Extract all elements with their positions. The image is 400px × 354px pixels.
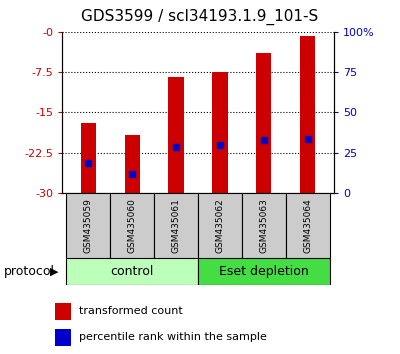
- Bar: [55, 329, 71, 346]
- Bar: [242, 193, 286, 258]
- Bar: [256, 53, 272, 193]
- Text: Eset depletion: Eset depletion: [219, 265, 309, 278]
- Bar: [212, 72, 228, 193]
- Text: GSM435064: GSM435064: [303, 198, 312, 253]
- Text: GSM435061: GSM435061: [172, 198, 180, 253]
- Bar: [66, 258, 198, 285]
- Text: GSM435063: GSM435063: [259, 198, 268, 253]
- Text: GDS3599 / scl34193.1.9_101-S: GDS3599 / scl34193.1.9_101-S: [81, 9, 319, 25]
- Text: GSM435059: GSM435059: [84, 198, 93, 253]
- Bar: [198, 193, 242, 258]
- Bar: [124, 135, 140, 193]
- Text: ▶: ▶: [50, 267, 58, 277]
- Bar: [55, 303, 71, 320]
- Bar: [300, 36, 315, 193]
- Bar: [286, 193, 330, 258]
- Bar: [154, 193, 198, 258]
- Text: protocol: protocol: [4, 265, 55, 278]
- Text: percentile rank within the sample: percentile rank within the sample: [79, 332, 267, 342]
- Text: GSM435060: GSM435060: [128, 198, 137, 253]
- Bar: [66, 193, 110, 258]
- Bar: [198, 258, 330, 285]
- Text: transformed count: transformed count: [79, 306, 183, 316]
- Text: control: control: [110, 265, 154, 278]
- Bar: [81, 123, 96, 193]
- Bar: [110, 193, 154, 258]
- Bar: [168, 78, 184, 193]
- Text: GSM435062: GSM435062: [216, 198, 224, 253]
